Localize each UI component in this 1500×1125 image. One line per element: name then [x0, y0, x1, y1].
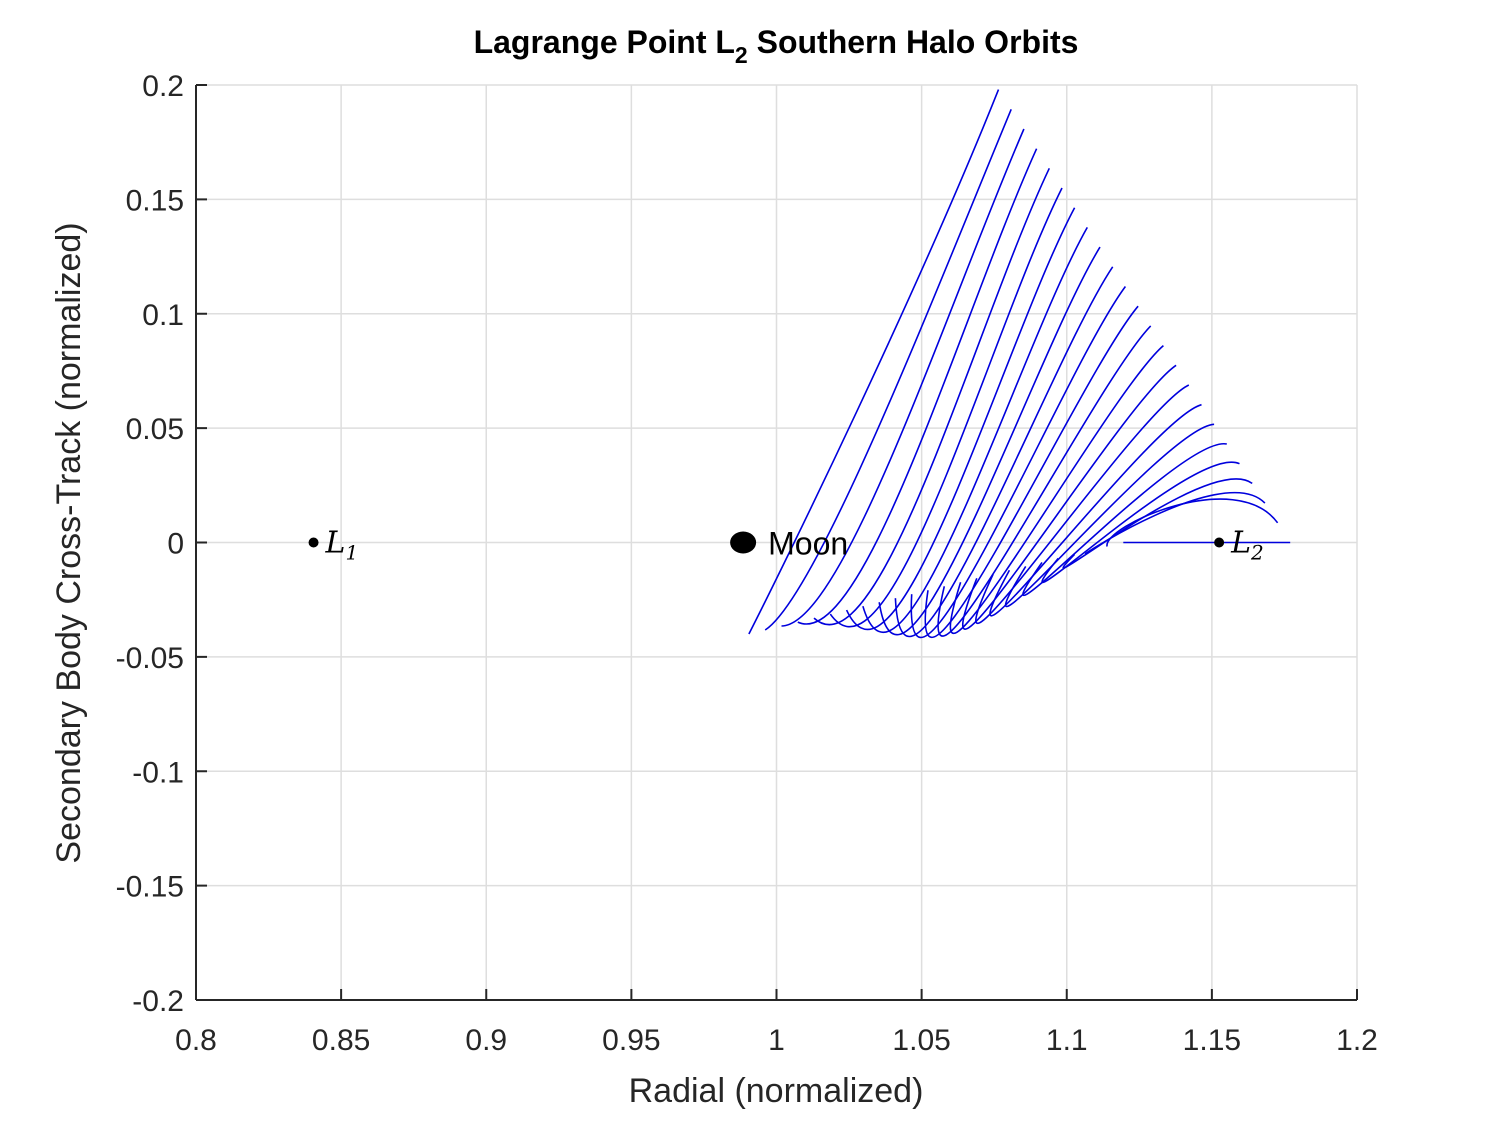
- chart-title-rest: Southern Halo Orbits: [748, 24, 1079, 60]
- orbit-line-3: [781, 128, 1025, 627]
- orbit-line-6: [829, 187, 1063, 628]
- y-tick-label: -0.15: [116, 871, 184, 904]
- orbit-line-23: [1106, 498, 1279, 547]
- orbit-line-11: [910, 286, 1127, 639]
- lagrange-point-l1-label: L1: [325, 526, 359, 565]
- orbit-line-13: [937, 325, 1152, 637]
- x-tick-label: 1.15: [1183, 1024, 1241, 1057]
- y-tick-label: 0.05: [126, 413, 184, 446]
- x-tick-label: 0.8: [175, 1024, 217, 1057]
- orbit-line-19: [1022, 443, 1227, 596]
- orbit-line-22: [1084, 491, 1266, 555]
- x-tick-label: 0.9: [465, 1024, 507, 1057]
- x-axis-ticks: 0.8 0.85 0.9 0.95 1 1.05 1.1 1.15 1.2: [175, 989, 1378, 1057]
- orbit-line-15: [962, 364, 1177, 630]
- orbit-line-17: [989, 403, 1202, 617]
- orbit-line-2: [764, 108, 1012, 631]
- orbit-line-21: [1062, 478, 1253, 569]
- x-tick-label: 1.2: [1336, 1024, 1378, 1057]
- orbit-line-7: [845, 207, 1076, 631]
- orbit-line-18: [1004, 423, 1215, 608]
- x-tick-label: 0.95: [602, 1024, 660, 1057]
- x-tick-label: 0.85: [312, 1024, 370, 1057]
- x-axis-label: Radial (normalized): [629, 1072, 924, 1110]
- lagrange-point-l2-marker: [1214, 537, 1225, 548]
- moon-label: Moon: [768, 526, 848, 562]
- chart-title-subscript: 2: [735, 42, 748, 68]
- moon-marker: [730, 531, 757, 554]
- orbit-line-16: [975, 384, 1190, 625]
- orbit-line-12: [924, 305, 1139, 639]
- orbit-line-10: [894, 266, 1114, 637]
- y-tick-label: -0.05: [116, 642, 184, 675]
- y-tick-label: 0: [167, 528, 184, 561]
- x-tick-label: 1: [768, 1024, 785, 1057]
- y-axis-ticks: 0.2 0.15 0.1 0.05 0 -0.05 -0.1 -0.15 -0.2: [116, 70, 207, 1018]
- orbit-line-20: [1041, 461, 1240, 584]
- orbit-family: [748, 89, 1291, 639]
- chart-title: Lagrange Point L2 Southern Halo Orbits: [474, 24, 1079, 68]
- annotated-points: L1 Moon L2: [308, 526, 1264, 565]
- orbit-line-8: [862, 227, 1088, 633]
- orbit-line-1: [748, 89, 1000, 635]
- y-tick-label: 0.2: [142, 70, 184, 103]
- lagrange-point-l1-marker: [308, 537, 319, 548]
- y-axis-label: Secondary Body Cross-Track (normalized): [50, 222, 88, 863]
- y-tick-label: 0.15: [126, 184, 184, 217]
- chart-title-main: Lagrange Point L: [474, 24, 735, 60]
- orbit-line-4: [797, 148, 1038, 625]
- y-tick-label: 0.1: [142, 299, 184, 332]
- y-tick-label: -0.1: [132, 756, 184, 789]
- orbit-line-5: [813, 167, 1051, 626]
- orbit-line-9: [878, 246, 1101, 636]
- x-tick-label: 1.05: [892, 1024, 950, 1057]
- lagrange-point-l2-label: L2: [1230, 526, 1264, 565]
- orbit-line-14: [949, 344, 1164, 635]
- y-tick-label: -0.2: [132, 985, 184, 1018]
- x-tick-label: 1.1: [1046, 1024, 1088, 1057]
